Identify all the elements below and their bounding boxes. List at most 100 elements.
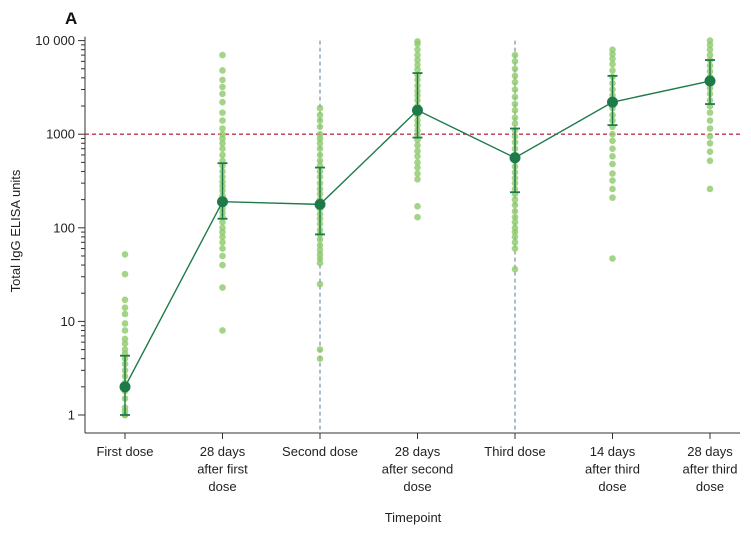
data-point bbox=[609, 185, 616, 193]
data-point bbox=[219, 139, 226, 147]
data-point bbox=[121, 335, 129, 343]
data-point bbox=[706, 41, 714, 49]
data-point bbox=[414, 40, 421, 48]
panel-label: A bbox=[65, 9, 77, 28]
data-point bbox=[706, 139, 714, 147]
data-point bbox=[219, 238, 226, 246]
data-point bbox=[121, 327, 129, 334]
data-point bbox=[414, 170, 421, 177]
x-tick-label-line: dose bbox=[696, 479, 724, 494]
data-point bbox=[706, 117, 714, 124]
data-point bbox=[511, 245, 519, 252]
data-point bbox=[706, 51, 714, 59]
x-tick-label-line: First dose bbox=[96, 444, 153, 459]
data-point bbox=[609, 55, 616, 63]
data-point bbox=[511, 86, 519, 93]
data-point bbox=[511, 228, 519, 236]
vertical-marker-lines bbox=[85, 40, 740, 433]
data-point bbox=[316, 145, 324, 152]
data-point bbox=[316, 236, 324, 243]
x-tick-label: Second dose bbox=[282, 444, 358, 459]
data-point bbox=[219, 252, 226, 260]
data-point bbox=[219, 135, 226, 142]
data-point bbox=[511, 51, 519, 59]
data-point bbox=[219, 233, 226, 241]
data-point bbox=[511, 218, 519, 226]
x-tick-label-line: dose bbox=[208, 479, 236, 494]
data-point bbox=[511, 100, 519, 108]
data-point bbox=[219, 151, 226, 159]
data-point bbox=[219, 117, 226, 124]
y-tick-label: 10 bbox=[61, 314, 75, 329]
data-point bbox=[609, 50, 616, 58]
summary-series bbox=[119, 59, 716, 416]
data-point bbox=[414, 213, 421, 221]
data-point bbox=[511, 213, 519, 221]
data-point bbox=[316, 259, 324, 267]
data-point bbox=[414, 202, 421, 210]
median-point bbox=[704, 75, 716, 87]
data-point bbox=[511, 201, 519, 209]
data-point bbox=[511, 208, 519, 215]
data-point bbox=[219, 125, 226, 132]
x-tick-label-line: after second bbox=[382, 462, 454, 477]
data-point bbox=[511, 266, 519, 273]
x-tick-label: 14 days after third dose bbox=[585, 444, 640, 494]
data-point bbox=[219, 67, 226, 74]
data-point bbox=[706, 148, 714, 156]
data-point bbox=[706, 185, 714, 193]
median-point bbox=[217, 196, 228, 208]
x-tick-label: Third dose bbox=[484, 444, 545, 459]
data-point bbox=[219, 90, 226, 98]
data-point bbox=[609, 60, 616, 68]
y-axis-title: Total IgG ELISA units bbox=[8, 169, 23, 292]
data-point bbox=[609, 145, 616, 152]
data-point bbox=[414, 164, 421, 171]
data-point bbox=[414, 142, 421, 149]
data-point bbox=[414, 175, 421, 183]
data-point bbox=[121, 251, 129, 258]
data-point bbox=[219, 245, 226, 252]
x-tick-label-line: dose bbox=[403, 479, 431, 494]
data-point bbox=[511, 233, 519, 241]
data-point bbox=[609, 67, 616, 74]
data-point bbox=[511, 58, 519, 65]
y-tick-label: 100 bbox=[53, 220, 75, 235]
x-tick-label-line: dose bbox=[598, 479, 626, 494]
data-point bbox=[511, 114, 519, 122]
data-point bbox=[706, 125, 714, 132]
data-point bbox=[511, 196, 519, 203]
data-point bbox=[121, 304, 129, 312]
data-point bbox=[219, 284, 226, 291]
data-point bbox=[316, 104, 324, 112]
data-point bbox=[316, 157, 324, 165]
data-point bbox=[511, 238, 519, 246]
data-point bbox=[414, 153, 421, 160]
median-point bbox=[412, 104, 423, 116]
x-tick-label: First dose bbox=[96, 444, 153, 459]
median-point bbox=[119, 381, 131, 393]
x-tick-labels: First dose 28 days after first dose Second d… bbox=[96, 444, 737, 494]
median-point bbox=[607, 96, 618, 108]
data-point bbox=[219, 228, 226, 236]
data-point bbox=[316, 117, 324, 124]
x-tick-label: 28 days after second dose bbox=[382, 444, 454, 494]
data-point bbox=[219, 261, 226, 269]
data-point bbox=[511, 65, 519, 73]
y-tick-label: 1000 bbox=[46, 127, 75, 142]
data-point bbox=[316, 151, 324, 159]
data-point bbox=[609, 160, 616, 168]
data-point bbox=[414, 61, 421, 69]
data-point bbox=[219, 51, 226, 59]
data-point bbox=[609, 137, 616, 145]
median-point bbox=[509, 152, 521, 164]
data-point bbox=[511, 120, 519, 127]
median-point bbox=[314, 198, 326, 210]
data-point bbox=[121, 270, 129, 278]
data-point bbox=[121, 296, 129, 304]
x-tick-label: 28 days after third dose bbox=[683, 444, 738, 494]
y-tick-label: 10 000 bbox=[35, 33, 75, 48]
data-point bbox=[316, 139, 324, 147]
data-point bbox=[219, 98, 226, 106]
